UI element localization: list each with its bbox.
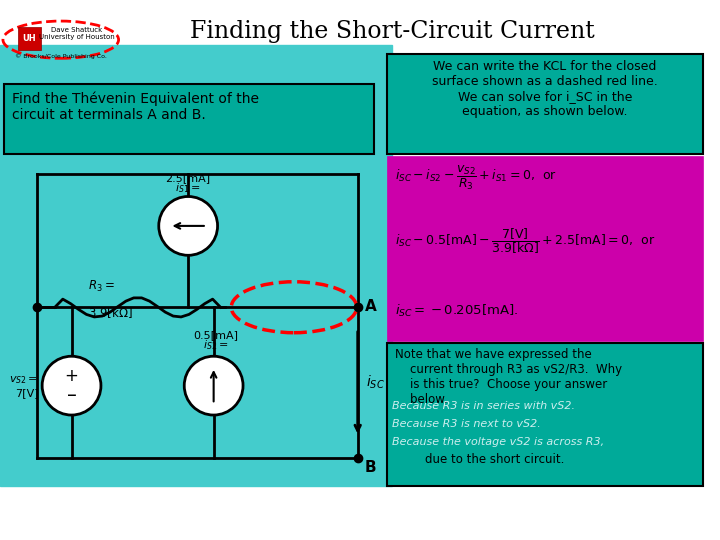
Text: 2.5[mA]: 2.5[mA] <box>166 173 211 183</box>
Text: +: + <box>65 367 78 385</box>
Text: $i_{SC} - i_{S2} - \dfrac{v_{S2}}{R_3} + i_{S1} = 0$,  or: $i_{SC} - i_{S2} - \dfrac{v_{S2}}{R_3} +… <box>395 164 557 192</box>
Text: UH: UH <box>22 34 36 43</box>
Text: $R_3=$: $R_3=$ <box>89 279 115 294</box>
Text: Because the voltage vS2 is across R3,: Because the voltage vS2 is across R3, <box>392 437 604 447</box>
Bar <box>4 84 374 154</box>
Bar <box>387 342 703 485</box>
Text: $i_{SC} = -0.205[\mathrm{mA}]$.: $i_{SC} = -0.205[\mathrm{mA}]$. <box>395 303 518 320</box>
Circle shape <box>42 356 101 415</box>
Text: Finding the Short-Circuit Current: Finding the Short-Circuit Current <box>189 20 595 43</box>
Text: $i_{SC}$: $i_{SC}$ <box>366 374 384 392</box>
Text: Because R3 is in series with vS2.: Because R3 is in series with vS2. <box>392 401 575 411</box>
Bar <box>387 55 703 154</box>
Text: –: – <box>67 386 76 405</box>
Text: $i_{S1}=$: $i_{S1}=$ <box>176 181 201 194</box>
Text: Because R3 is next to vS2.: Because R3 is next to vS2. <box>392 419 541 429</box>
Bar <box>18 27 41 50</box>
Bar <box>387 156 703 341</box>
Bar <box>0 45 392 485</box>
Text: © Brooks/Cole Publishing Co.: © Brooks/Cole Publishing Co. <box>15 53 107 59</box>
Text: Find the Thévenin Equivalent of the
circuit at terminals A and B.: Find the Thévenin Equivalent of the circ… <box>12 92 258 123</box>
Text: $v_{S2}=$: $v_{S2}=$ <box>9 374 38 386</box>
Text: due to the short circuit.: due to the short circuit. <box>410 453 564 466</box>
Circle shape <box>159 197 217 255</box>
Text: Dave Shattuck
University of Houston: Dave Shattuck University of Houston <box>39 28 114 40</box>
Text: We can write the KCL for the closed
surface shown as a dashed red line.
We can s: We can write the KCL for the closed surf… <box>432 60 658 118</box>
Text: 3.9[k$\Omega$]: 3.9[k$\Omega$] <box>89 305 133 320</box>
Text: 7[V]: 7[V] <box>14 388 38 399</box>
Text: 0.5[mA]: 0.5[mA] <box>193 330 238 341</box>
Circle shape <box>184 356 243 415</box>
Text: $i_{S2}=$: $i_{S2}=$ <box>203 339 228 352</box>
Text: A: A <box>364 299 377 314</box>
Text: Note that we have expressed the
    current through R3 as vS2/R3.  Why
    is th: Note that we have expressed the current … <box>395 348 622 407</box>
Text: B: B <box>364 460 376 475</box>
Text: $i_{SC} - 0.5[\mathrm{mA}] - \dfrac{7[\mathrm{V}]}{3.9[\mathrm{k\Omega}]} + 2.5[: $i_{SC} - 0.5[\mathrm{mA}] - \dfrac{7[\m… <box>395 226 655 256</box>
